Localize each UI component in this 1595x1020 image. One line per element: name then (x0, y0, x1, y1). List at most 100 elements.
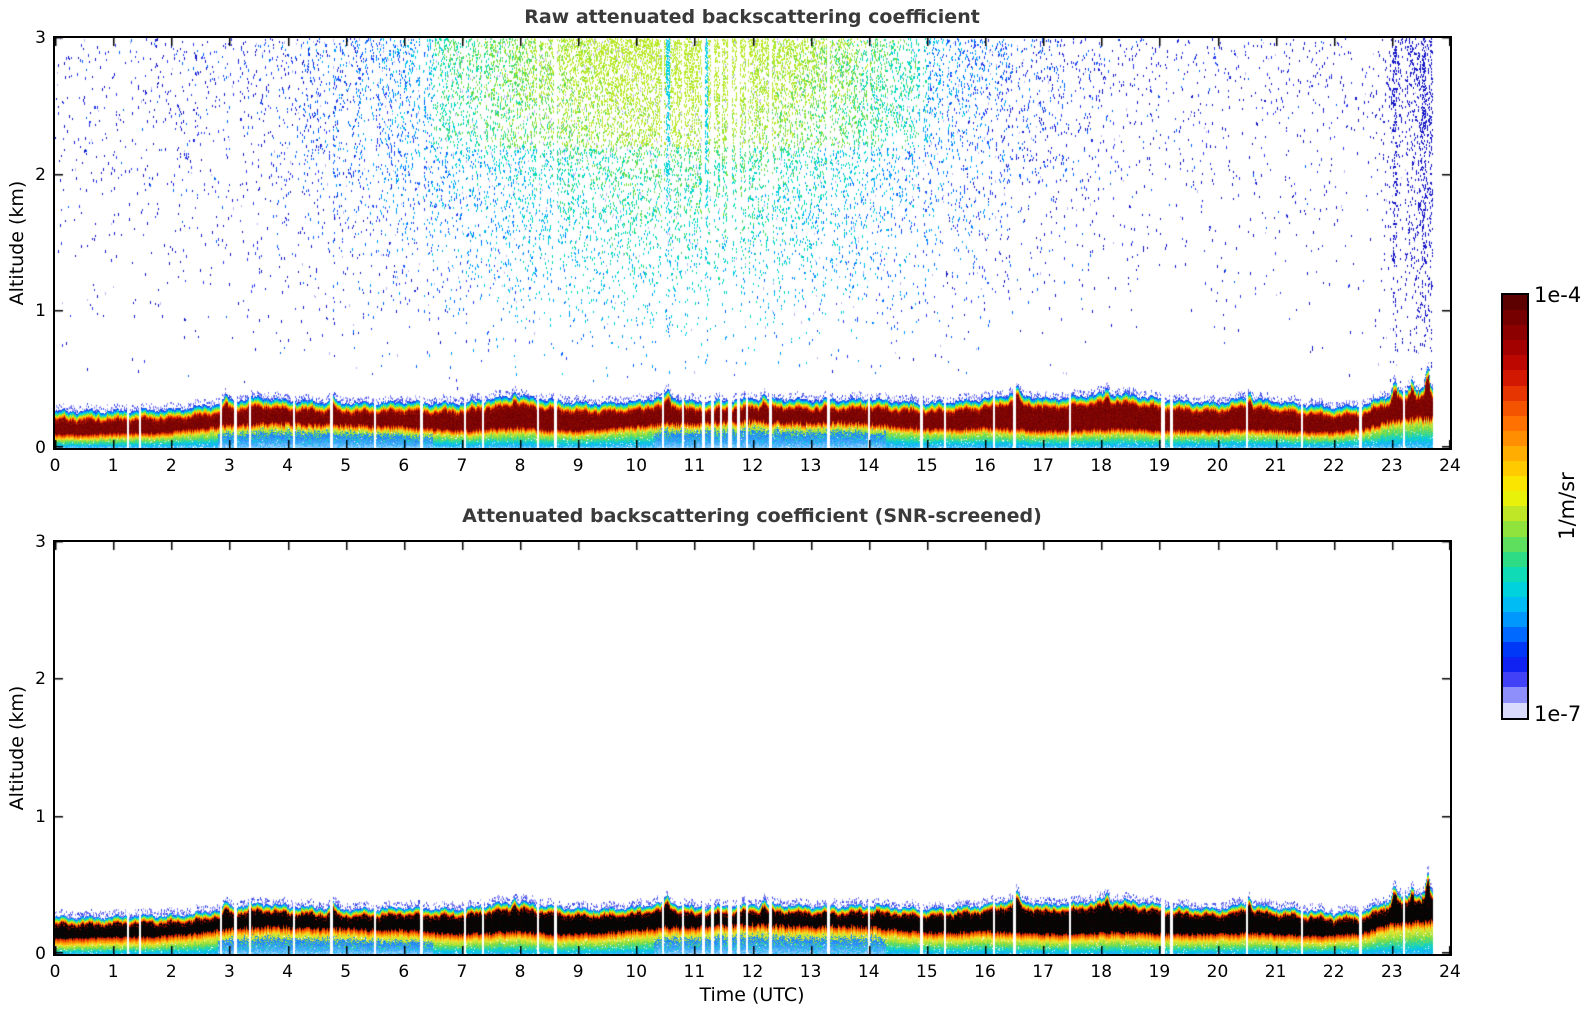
colorbar-segment (1503, 536, 1527, 552)
raw-x-tick: 16 (974, 456, 996, 476)
screened-x-tick: 10 (625, 962, 648, 982)
colorbar-segment (1503, 355, 1527, 371)
colorbar-segment (1503, 400, 1527, 416)
screened-x-tick: 1 (107, 962, 119, 982)
raw-x-tick: 14 (857, 456, 880, 476)
raw-x-tick: 2 (165, 456, 177, 476)
screened-x-tick: 20 (1206, 962, 1229, 982)
screened-y-tick: 3 (35, 532, 46, 552)
raw-x-tick: 20 (1206, 456, 1229, 476)
colorbar-segment (1503, 506, 1527, 522)
screened-axes-box (53, 540, 1452, 956)
raw-y-tick: 1 (35, 301, 46, 322)
colorbar-segment (1503, 325, 1527, 341)
screened-x-tick: 15 (916, 962, 938, 982)
colorbar-segment (1503, 476, 1527, 492)
screened-x-tick: 21 (1264, 962, 1287, 982)
screened-x-tick: 8 (514, 962, 526, 982)
screened-x-tick: 14 (857, 962, 880, 982)
raw-x-tick: 23 (1381, 456, 1403, 476)
screened-heatmap-canvas (55, 542, 1450, 954)
colorbar-segment (1503, 657, 1527, 673)
colorbar-max-label: 1e-4 (1534, 283, 1582, 307)
raw-x-tick: 1 (107, 456, 119, 476)
colorbar-segment (1503, 491, 1527, 507)
colorbar-segment (1503, 627, 1527, 643)
raw-x-tick: 8 (514, 456, 526, 476)
raw-x-tick: 6 (398, 456, 410, 476)
screened-y-axis-label: Altitude (km) (6, 685, 28, 811)
colorbar-segment (1503, 642, 1527, 658)
screened-x-tick: 17 (1032, 962, 1054, 982)
raw-axes-box (53, 36, 1452, 450)
colorbar-segment (1503, 370, 1527, 386)
colorbar-segment (1503, 596, 1527, 612)
screened-panel-title: Attenuated backscattering coefficient (S… (462, 505, 1042, 527)
screened-x-tick: 18 (1090, 962, 1113, 982)
colorbar-unit-label: 1/m/sr (1555, 472, 1579, 540)
screened-x-tick: 24 (1439, 962, 1461, 982)
screened-x-tick: 4 (282, 962, 293, 982)
screened-x-tick: 3 (223, 962, 235, 982)
screened-x-tick: 11 (683, 962, 706, 982)
raw-y-tick: 0 (35, 438, 46, 458)
screened-y-tick: 0 (35, 944, 46, 964)
colorbar-segment (1503, 566, 1527, 582)
screened-x-tick: 9 (572, 962, 584, 982)
colorbar-segment (1503, 611, 1527, 628)
screened-y-tick: 1 (35, 806, 46, 827)
raw-x-tick: 3 (223, 456, 235, 476)
colorbar-segment (1503, 672, 1527, 688)
colorbar-segment (1503, 702, 1527, 718)
raw-x-tick: 19 (1148, 456, 1171, 476)
raw-x-tick: 5 (340, 456, 352, 476)
raw-y-tick: 2 (35, 164, 46, 185)
raw-x-tick: 17 (1032, 456, 1054, 476)
colorbar-segment (1503, 461, 1527, 477)
screened-x-tick: 5 (340, 962, 352, 982)
colorbar-segment (1503, 415, 1527, 431)
colorbar (1501, 293, 1529, 720)
colorbar-segment (1503, 295, 1527, 311)
raw-x-tick: 13 (799, 456, 822, 476)
screened-x-tick: 12 (741, 962, 764, 982)
raw-x-tick: 12 (741, 456, 764, 476)
screened-x-tick: 22 (1322, 962, 1345, 982)
screened-x-tick: 13 (799, 962, 822, 982)
raw-y-axis-label: Altitude (km) (6, 180, 28, 306)
raw-x-tick: 7 (456, 456, 468, 476)
screened-x-tick: 16 (974, 962, 996, 982)
x-axis-label: Time (UTC) (699, 984, 805, 1006)
raw-x-tick: 0 (49, 456, 61, 476)
raw-x-tick: 24 (1439, 456, 1461, 476)
raw-x-tick: 11 (683, 456, 706, 476)
screened-x-tick: 0 (49, 962, 61, 982)
raw-x-tick: 15 (916, 456, 938, 476)
colorbar-segment (1503, 385, 1527, 401)
raw-heatmap-canvas (55, 38, 1450, 448)
colorbar-segment (1503, 430, 1527, 446)
raw-x-tick: 9 (572, 456, 584, 476)
raw-x-tick: 4 (282, 456, 293, 476)
raw-x-tick: 21 (1264, 456, 1287, 476)
colorbar-segment (1503, 551, 1527, 567)
screened-x-tick: 2 (165, 962, 177, 982)
screened-x-tick: 19 (1148, 962, 1171, 982)
colorbar-min-label: 1e-7 (1534, 702, 1582, 726)
raw-y-tick: 3 (35, 28, 46, 48)
screened-x-tick: 7 (456, 962, 468, 982)
colorbar-segment (1503, 340, 1527, 356)
colorbar-segment (1503, 687, 1527, 703)
screened-x-tick: 23 (1381, 962, 1403, 982)
screened-x-tick: 6 (398, 962, 410, 982)
colorbar-segment (1503, 310, 1527, 326)
raw-x-tick: 18 (1090, 456, 1113, 476)
colorbar-segment (1503, 581, 1527, 597)
raw-x-tick: 22 (1322, 456, 1345, 476)
screened-y-tick: 2 (35, 669, 46, 690)
colorbar-segment (1503, 445, 1527, 462)
raw-panel-title: Raw attenuated backscattering coefficien… (524, 6, 980, 28)
raw-x-tick: 10 (625, 456, 648, 476)
colorbar-segment (1503, 521, 1527, 537)
